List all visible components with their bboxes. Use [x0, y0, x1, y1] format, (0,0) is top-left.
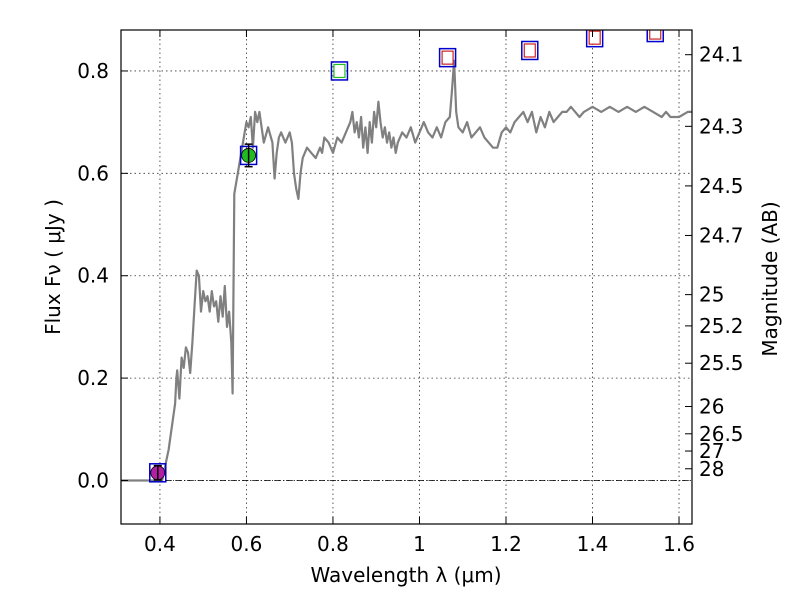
- plot-area: [121, 30, 692, 483]
- x-tick-label: 0.8: [317, 532, 349, 556]
- axis-ticks: 0.4 0.6 0.8 1 1.2 1.4 1.6 0.0 0.2 0.4 0.6 0.8 24.1 24…: [77, 30, 744, 556]
- upper-limit-marker: [649, 30, 662, 40]
- y-tick-label: 0.8: [77, 59, 109, 83]
- grid-lines: [121, 30, 692, 524]
- upper-limit-marker: [588, 30, 601, 45]
- model-flux-box: [438, 47, 457, 68]
- sed-model-line: [121, 59, 692, 482]
- x-tick-label: 1.6: [663, 532, 695, 556]
- mag-tick-label: 28: [699, 457, 724, 481]
- y-axis-right-label: Magnitude (AB): [758, 201, 782, 356]
- upper-limit-marker: [523, 43, 536, 58]
- model-flux-box: [149, 463, 167, 483]
- mag-tick-label: 24.3: [699, 114, 744, 138]
- model-flux-box: [330, 61, 349, 81]
- model-flux-box: [646, 30, 664, 43]
- upper-limit-marker: [441, 50, 454, 65]
- x-tick-label: 0.4: [144, 532, 176, 556]
- y-axis-label: Flux Fν ( μJy ): [41, 199, 65, 335]
- y-tick-label: 0.6: [77, 161, 109, 185]
- model-flux-box: [585, 30, 604, 48]
- plot-frame: [120, 29, 693, 525]
- mag-tick-label: 24.5: [699, 174, 744, 198]
- x-axis-label: Wavelength λ (μm): [310, 563, 501, 587]
- y-tick-label: 0.0: [77, 468, 109, 492]
- mag-tick-label: 25.2: [699, 314, 744, 338]
- mag-tick-label: 26: [699, 394, 724, 418]
- mag-tick-label: 24.1: [699, 43, 744, 67]
- x-tick-label: 0.6: [231, 532, 263, 556]
- mag-tick-label: 25: [699, 283, 724, 307]
- x-tick-label: 1: [413, 532, 426, 556]
- y-tick-label: 0.4: [77, 264, 109, 288]
- y-tick-label: 0.2: [77, 366, 109, 390]
- mag-tick-label: 24.7: [699, 223, 744, 247]
- upper-limit-marker: [333, 63, 346, 79]
- mag-tick-label: 25.5: [699, 351, 744, 375]
- x-tick-label: 1.2: [490, 532, 522, 556]
- x-tick-label: 1.4: [577, 532, 609, 556]
- model-flux-box: [521, 40, 539, 61]
- mag-tick-label: 27: [699, 439, 724, 463]
- mag-tick-label: 26.5: [699, 422, 744, 446]
